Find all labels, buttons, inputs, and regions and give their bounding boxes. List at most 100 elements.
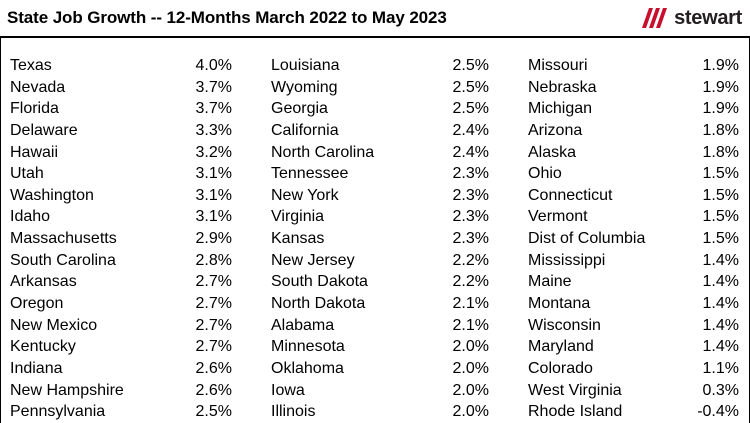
state-name: Rhode Island <box>528 403 623 421</box>
table-row: Wisconsin 1.4% <box>528 315 739 337</box>
state-name: Tennessee <box>271 165 349 183</box>
state-name: Missouri <box>528 57 588 74</box>
stewart-logo-icon <box>642 8 668 28</box>
growth-value: 2.6% <box>195 359 232 377</box>
state-name: New Mexico <box>10 316 98 334</box>
growth-value: 2.3% <box>452 186 489 204</box>
state-name: Louisiana <box>271 57 340 74</box>
table-row: Wyoming 2.5% <box>271 77 489 99</box>
table-row: Hawaii 3.2% <box>10 142 232 164</box>
growth-value: 1.4% <box>702 316 739 334</box>
table-column-1: Texas 4.0% Nevada 3.7% Florida 3.7% Delaware 3.… <box>10 55 232 423</box>
table-row: California 2.4% <box>271 120 489 142</box>
table-row: Iowa 2.0% <box>271 380 489 402</box>
state-name: Maine <box>528 273 572 291</box>
growth-value: 3.3% <box>195 121 232 139</box>
growth-value: 2.5% <box>452 100 489 118</box>
table-row: Mississippi 1.4% <box>528 250 739 272</box>
table-row: Missouri 1.9% <box>528 55 739 77</box>
state-name: New Hampshire <box>10 381 124 399</box>
header-bar: State Job Growth -- 12-Months March 2022… <box>0 0 750 38</box>
table-row: Georgia 2.5% <box>271 98 489 120</box>
table-row: Oklahoma 2.0% <box>271 358 489 380</box>
state-name: Massachusetts <box>10 230 117 248</box>
growth-value: 2.6% <box>195 381 232 399</box>
growth-value: 1.5% <box>702 230 739 248</box>
state-name: Idaho <box>10 208 51 226</box>
state-name: Wyoming <box>271 78 338 96</box>
growth-value: 1.8% <box>702 143 739 161</box>
table-row: New York 2.3% <box>271 185 489 207</box>
table-row: West Virginia 0.3% <box>528 380 739 402</box>
table-row: South Carolina 2.8% <box>10 250 232 272</box>
state-name: Nebraska <box>528 78 597 96</box>
growth-value: 2.7% <box>195 295 232 313</box>
state-name: South Carolina <box>10 251 116 269</box>
growth-value: 2.5% <box>452 57 489 74</box>
state-name: Wisconsin <box>528 316 601 334</box>
growth-value: 2.3% <box>452 208 489 226</box>
state-name: Utah <box>10 165 44 183</box>
state-name: Iowa <box>271 381 305 399</box>
state-name: Oklahoma <box>271 359 344 377</box>
table-row: Arkansas 2.7% <box>10 271 232 293</box>
table-row: Idaho 3.1% <box>10 206 232 228</box>
growth-value: 1.9% <box>702 100 739 118</box>
growth-value: 1.9% <box>702 57 739 74</box>
growth-value: 2.4% <box>452 143 489 161</box>
state-name: Nevada <box>10 78 66 96</box>
growth-value: 1.4% <box>702 338 739 356</box>
table-row: Maine 1.4% <box>528 271 739 293</box>
state-name: Georgia <box>271 100 328 118</box>
state-name: New Jersey <box>271 251 355 269</box>
growth-value: 3.1% <box>195 165 232 183</box>
state-name: Texas <box>10 57 52 74</box>
growth-value: 2.0% <box>452 403 489 421</box>
growth-value: 2.5% <box>195 403 232 421</box>
table-row: Connecticut 1.5% <box>528 185 739 207</box>
table-row: Illinois 2.0% <box>271 401 489 423</box>
table-row: North Carolina 2.4% <box>271 142 489 164</box>
growth-value: 2.0% <box>452 359 489 377</box>
state-name: Dist of Columbia <box>528 230 646 248</box>
growth-value: 0.3% <box>702 381 739 399</box>
state-name: Minnesota <box>271 338 345 356</box>
table-row: Tennessee 2.3% <box>271 163 489 185</box>
state-name: California <box>271 121 339 139</box>
state-name: Hawaii <box>10 143 59 161</box>
growth-value: 1.5% <box>702 165 739 183</box>
state-name: North Carolina <box>271 143 375 161</box>
table-row: North Dakota 2.1% <box>271 293 489 315</box>
table-row: Texas 4.0% <box>10 55 232 77</box>
state-name: Oregon <box>10 295 64 313</box>
growth-value: 2.9% <box>195 230 232 248</box>
state-name: Washington <box>10 186 94 204</box>
state-name: Virginia <box>271 208 325 226</box>
growth-value: 3.1% <box>195 208 232 226</box>
growth-value: 2.1% <box>452 295 489 313</box>
growth-value: 2.3% <box>452 165 489 183</box>
table-row: Michigan 1.9% <box>528 98 739 120</box>
table-row: Montana 1.4% <box>528 293 739 315</box>
growth-value: 2.7% <box>195 316 232 334</box>
table-row: Virginia 2.3% <box>271 206 489 228</box>
table-row: Alabama 2.1% <box>271 315 489 337</box>
table-row: Indiana 2.6% <box>10 358 232 380</box>
growth-value: 1.1% <box>702 359 739 377</box>
table-row: New Mexico 2.7% <box>10 315 232 337</box>
table-row: Rhode Island -0.4% <box>528 401 739 423</box>
state-name: Colorado <box>528 359 593 377</box>
growth-value: 2.2% <box>452 273 489 291</box>
table-row: Utah 3.1% <box>10 163 232 185</box>
state-name: Pennsylvania <box>10 403 106 421</box>
table-row: Vermont 1.5% <box>528 206 739 228</box>
state-name: Vermont <box>528 208 588 226</box>
table-row: New Jersey 2.2% <box>271 250 489 272</box>
table-row: Pennsylvania 2.5% <box>10 401 232 423</box>
growth-value: 1.8% <box>702 121 739 139</box>
table-column-3: Missouri 1.9% Nebraska 1.9% Michigan 1.9% Ariz… <box>528 55 739 423</box>
table-row: Washington 3.1% <box>10 185 232 207</box>
growth-value: 3.2% <box>195 143 232 161</box>
state-name: Mississippi <box>528 251 606 269</box>
